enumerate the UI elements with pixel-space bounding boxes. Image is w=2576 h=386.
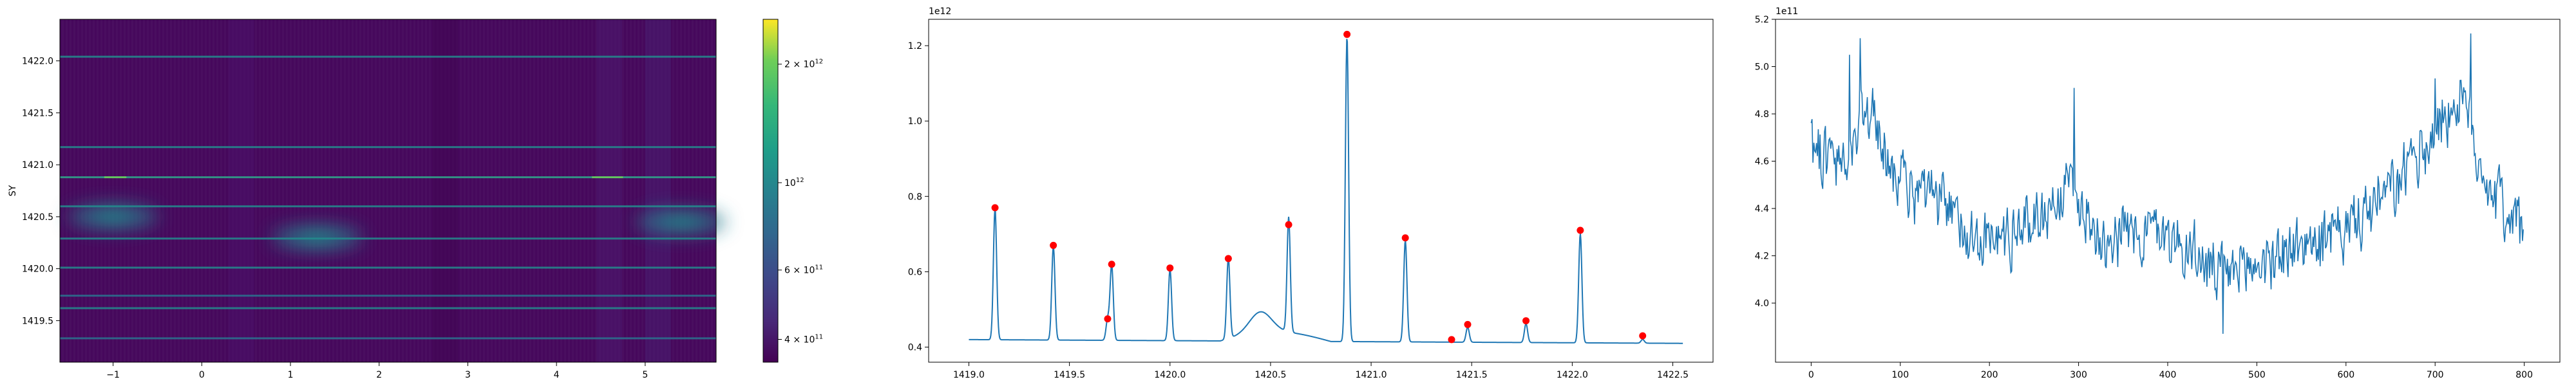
heatmap-blob-core-1: [298, 232, 337, 244]
colorbar-tick-exp-3: 12: [815, 59, 823, 66]
colorbar-tick-label-3: 2 × 1012: [784, 59, 823, 70]
heatmap-row-4: [60, 237, 716, 240]
heatmap-xtick-label-2: 1: [288, 370, 294, 380]
heatmap-row-7: [60, 146, 716, 149]
colorbar: [762, 19, 779, 363]
heatmap-row-0: [60, 337, 716, 340]
heatmap-frame: [59, 19, 717, 363]
colorbar-tick-exp-1: 11: [815, 264, 823, 271]
heatmap-column-0: [228, 19, 254, 362]
heatmap-ytick-label-4: 1421.5: [22, 108, 53, 118]
heatmap-ytick-label-3: 1421.0: [22, 160, 53, 170]
heatmap-ytick-label-2: 1420.5: [22, 212, 53, 223]
heatmap-column-1: [432, 19, 459, 362]
heatmap-row-3: [60, 266, 716, 269]
heatmap-column-3: [645, 19, 671, 362]
colorbar-tick-base-1: 6 × 10: [784, 266, 815, 276]
heatmap-row-6: [60, 176, 716, 179]
heatmap-hotspot-0: [592, 176, 623, 179]
heatmap-xtick-label-4: 3: [465, 370, 471, 380]
heatmap-blob-core-2: [661, 216, 700, 228]
heatmap-xtick-label-1: 0: [199, 370, 205, 380]
colorbar-tick-exp-2: 12: [796, 177, 804, 184]
colorbar-tick-label-1: 6 × 1011: [784, 264, 823, 276]
colorbar-tick-base-3: 2 × 10: [784, 60, 815, 70]
heatmap-ylabel: SY: [8, 185, 18, 196]
heatmap-hotspot-1: [104, 176, 127, 179]
heatmap-ytick-label-1: 1420.0: [22, 264, 53, 275]
heatmap-row-1: [60, 307, 716, 309]
colorbar-tick-label-0: 4 × 1011: [784, 334, 823, 345]
heatmap-xtick-label-0: −1: [106, 370, 120, 380]
colorbar-tick-label-2: 1012: [784, 177, 804, 188]
heatmap-row-2: [60, 295, 716, 297]
heatmap-ytick-label-5: 1422.0: [22, 57, 53, 67]
heatmap-row-5: [60, 205, 716, 208]
colorbar-tick-exp-0: 11: [815, 334, 823, 341]
heatmap-blobs: [68, 203, 726, 251]
heatmap-xtick-label-3: 2: [376, 370, 382, 380]
heatmap-xtick-label-6: 5: [642, 370, 648, 380]
heatmap-blob-core-0: [93, 210, 133, 223]
colorbar-tick-base-0: 4 × 10: [784, 335, 815, 345]
heatmap-column-2: [596, 19, 623, 362]
heatmap-ytick-label-0: 1419.5: [22, 316, 53, 326]
heatmap-xtick-label-5: 4: [554, 370, 560, 380]
colorbar-tick-base-2: 10: [784, 178, 796, 188]
heatmap-row-8: [60, 55, 716, 58]
